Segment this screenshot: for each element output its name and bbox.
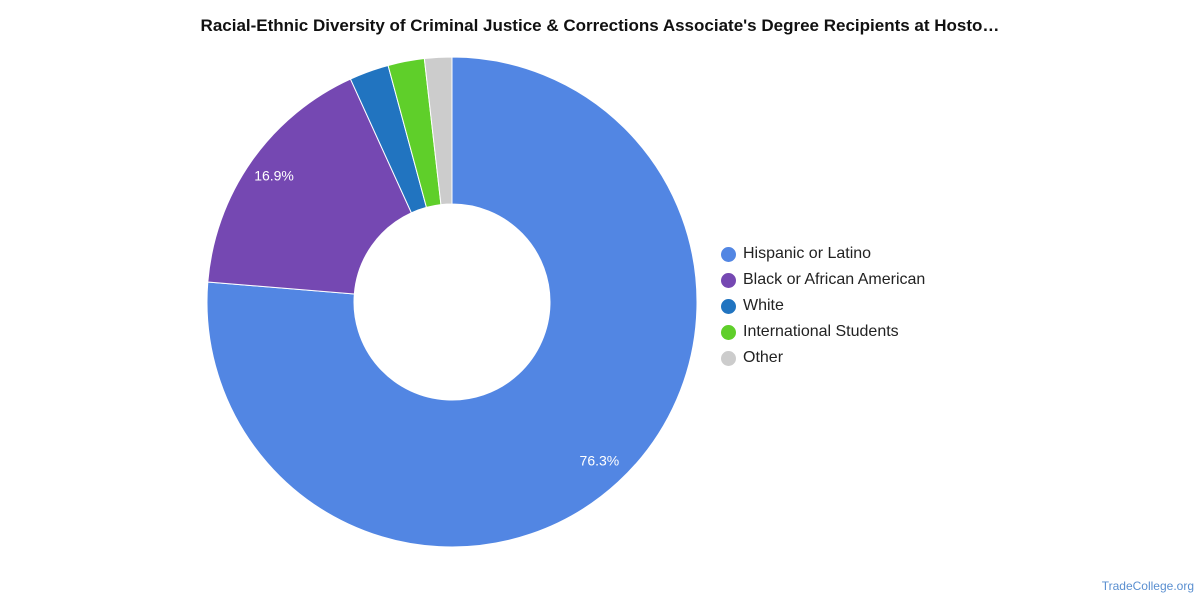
slice-hispanic-or-latino[interactable] bbox=[206, 56, 698, 548]
source-credit[interactable]: TradeCollege.org bbox=[1101, 579, 1194, 593]
data-label-black-or-african-american: 16.9% bbox=[254, 168, 294, 184]
chart-title: Racial-Ethnic Diversity of Criminal Just… bbox=[200, 16, 1000, 35]
legend-item-other[interactable]: Other bbox=[721, 345, 925, 371]
legend-swatch bbox=[721, 350, 736, 366]
legend-label: White bbox=[743, 297, 784, 314]
legend-swatch bbox=[721, 324, 736, 340]
legend-item-international-students[interactable]: International Students bbox=[721, 319, 925, 345]
legend-swatch bbox=[721, 298, 736, 314]
legend-swatch bbox=[721, 272, 736, 288]
slice-other[interactable] bbox=[423, 56, 453, 206]
legend-item-hispanic-or-latino[interactable]: Hispanic or Latino bbox=[721, 241, 925, 267]
chart-legend: Hispanic or Latino Black or African Ameri… bbox=[721, 241, 925, 371]
slice-black-or-african-american[interactable] bbox=[207, 78, 413, 295]
legend-item-white[interactable]: White bbox=[721, 293, 925, 319]
legend-item-black-or-african-american[interactable]: Black or African American bbox=[721, 267, 925, 293]
data-label-hispanic-or-latino: 76.3% bbox=[580, 453, 620, 469]
legend-label: International Students bbox=[743, 323, 899, 340]
legend-swatch bbox=[721, 246, 736, 262]
legend-label: Other bbox=[743, 349, 784, 366]
legend-label: Hispanic or Latino bbox=[743, 245, 872, 262]
legend-label: Black or African American bbox=[743, 271, 926, 288]
